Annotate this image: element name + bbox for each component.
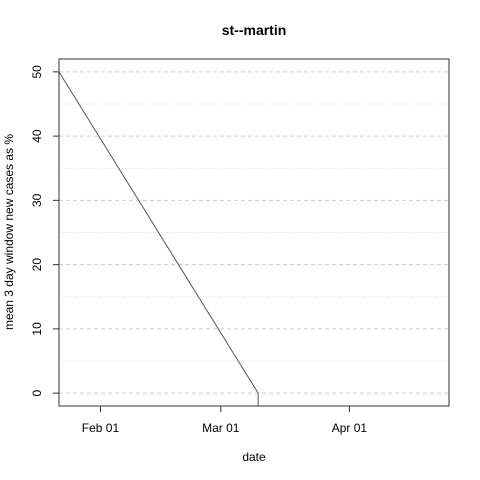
y-tick-label: 20: [30, 258, 44, 272]
y-tick-label: 10: [30, 322, 44, 336]
y-tick-label: 0: [30, 389, 44, 396]
series-line: [59, 71, 449, 406]
series-layer: [59, 71, 449, 406]
grid: [59, 71, 449, 394]
chart-title: st--martin: [222, 22, 287, 38]
x-tick-label: Mar 01: [202, 421, 240, 435]
x-tick-label: Apr 01: [332, 421, 368, 435]
x-axis: Feb 01 Mar 01 Apr 01: [82, 406, 368, 435]
plot-frame: [58, 58, 450, 407]
y-tick-label: 50: [30, 65, 44, 79]
y-axis-label: mean 3 day window new cases as %: [2, 134, 16, 330]
y-axis: 0 10 20 30 40 50: [30, 65, 59, 396]
y-tick-label: 40: [30, 129, 44, 143]
y-tick-label: 30: [30, 193, 44, 207]
x-axis-label: date: [242, 450, 266, 464]
x-tick-label: Feb 01: [82, 421, 120, 435]
